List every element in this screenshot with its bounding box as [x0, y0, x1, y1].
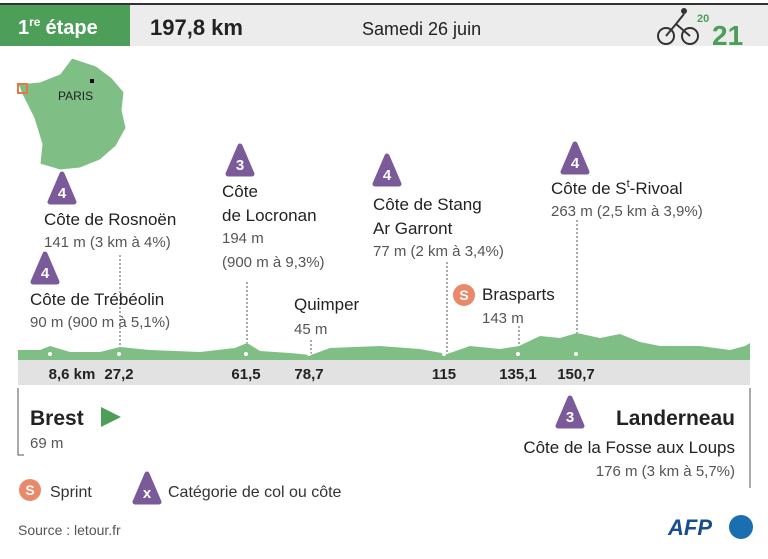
stage-label: 1re étape: [18, 15, 98, 39]
marker-dot: [307, 352, 311, 356]
category-number: 3: [236, 157, 244, 174]
category-number: x: [143, 485, 152, 502]
finish-climb: Côte de la Fosse aux Loups: [523, 438, 735, 457]
km-marker: 135,1: [499, 366, 537, 383]
name-part: Côte de S: [551, 179, 627, 198]
km-marker: 8,6 km: [49, 366, 96, 383]
logo-bottom: 21: [712, 20, 743, 51]
climb-name: Côte de Rosnoën: [44, 210, 176, 229]
km-marker: 27,2: [104, 366, 133, 383]
logo-top: 20: [697, 13, 709, 25]
climb-name: de Locronan: [222, 206, 317, 225]
tour-logo: 20 21: [657, 8, 743, 51]
marker-dot: [244, 352, 248, 356]
category-number: 4: [383, 167, 392, 184]
climb-detail: 90 m (900 m à 5,1%): [30, 314, 170, 331]
place-altitude: 45 m: [294, 321, 327, 338]
climb-name: Côte de Stang: [373, 195, 482, 214]
header-rule: [0, 3, 768, 5]
km-marker: 115: [432, 366, 456, 383]
paris-dot: [90, 79, 94, 83]
agency-mark: [729, 515, 753, 539]
climb-detail: 194 m: [222, 230, 264, 247]
name-part: -Rivoal: [630, 179, 683, 198]
stage-box: [0, 5, 130, 46]
category-badge: [372, 153, 402, 187]
climb-name: Ar Garront: [373, 219, 453, 238]
sprint-letter: S: [459, 287, 468, 303]
category-number: 4: [41, 265, 50, 282]
category-badge: [132, 471, 162, 505]
category-badge: [30, 251, 60, 285]
category-badge: [225, 143, 255, 177]
sprint-badge: [453, 284, 475, 306]
marker-dot: [442, 352, 446, 356]
stage-location: [17, 83, 28, 94]
km-marker: 78,7: [294, 366, 323, 383]
category-number: 4: [58, 185, 67, 202]
distance-band: [18, 360, 750, 385]
stage-suffix: re: [29, 15, 41, 29]
start-altitude: 69 m: [30, 435, 63, 452]
legend-label: Catégorie de col ou côte: [168, 484, 342, 501]
marker-dot: [574, 352, 578, 356]
climb-detail: 77 m (2 km à 3,4%): [373, 243, 504, 260]
stage-number: 1: [18, 17, 29, 39]
category-badge: [560, 141, 590, 175]
climb-name: Côte de Trébéolin: [30, 290, 164, 309]
climb-name: Côte de St-Rivoal: [551, 178, 683, 198]
climb-detail: (900 m à 9,3%): [222, 254, 325, 271]
climb-name: Côte: [222, 182, 258, 201]
finish-name: Landerneau: [616, 407, 735, 430]
distance: 197,8 km: [150, 15, 243, 40]
source: Source : letour.fr: [18, 522, 121, 538]
agency-logo: AFP: [667, 515, 712, 540]
km-marker: 61,5: [231, 366, 260, 383]
elevation-profile: [18, 333, 750, 360]
category-badge: [555, 395, 585, 429]
km-marker: 150,7: [557, 366, 595, 383]
france-map: [17, 57, 127, 171]
place-name: Quimper: [294, 295, 360, 314]
city-label: PARIS: [58, 89, 93, 103]
legend-label: Sprint: [50, 484, 92, 501]
start-bracket: [17, 388, 24, 456]
date: Samedi 26 juin: [362, 19, 481, 39]
category-badge: [47, 171, 77, 205]
place-name: Brasparts: [482, 285, 555, 304]
climb-detail: 141 m (3 km à 4%): [44, 234, 171, 251]
start-arrow: [101, 407, 121, 427]
stage-word: étape: [45, 17, 97, 39]
climb-detail: 263 m (2,5 km à 3,9%): [551, 203, 703, 220]
marker-dot: [516, 352, 520, 356]
marker-dot: [117, 352, 121, 356]
start-name: Brest: [30, 407, 84, 430]
category-number: 3: [566, 409, 574, 426]
category-number: 4: [571, 155, 580, 172]
sprint-letter: S: [25, 482, 34, 498]
finish-detail: 176 m (3 km à 5,7%): [596, 463, 735, 480]
place-altitude: 143 m: [482, 310, 524, 327]
name-sup: t: [627, 178, 630, 190]
sprint-badge: [19, 479, 41, 501]
marker-dot: [48, 352, 52, 356]
